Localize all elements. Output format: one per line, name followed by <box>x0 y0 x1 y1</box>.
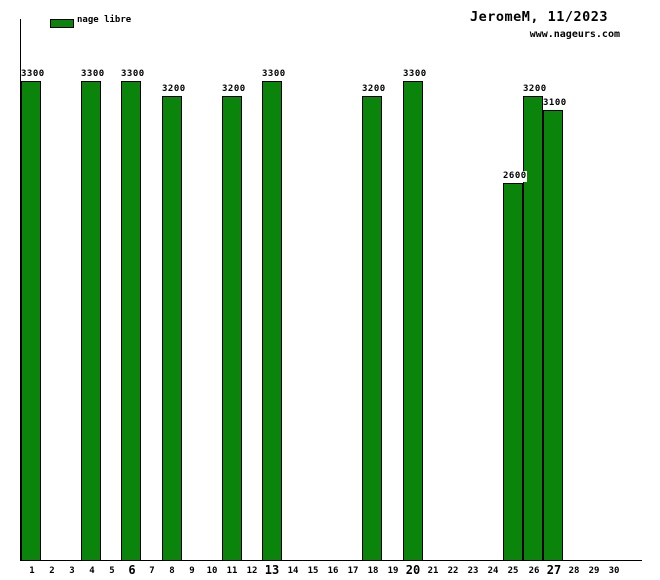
bar-value-label-day-1: 3300 <box>21 69 45 80</box>
legend-label: nage libre <box>77 15 132 25</box>
x-tick-label-20: 20 <box>405 563 421 577</box>
x-tick-label-25: 25 <box>507 566 519 576</box>
x-tick-label-19: 19 <box>387 566 399 576</box>
bar-day-13 <box>262 81 282 560</box>
x-tick-label-14: 14 <box>287 566 299 576</box>
x-tick-label-21: 21 <box>427 566 439 576</box>
x-tick-label-16: 16 <box>327 566 339 576</box>
x-tick-label-9: 9 <box>189 566 195 576</box>
x-tick-label-17: 17 <box>347 566 359 576</box>
x-tick-label-26: 26 <box>528 566 540 576</box>
x-tick-label-3: 3 <box>69 566 75 576</box>
bar-day-4 <box>81 81 101 560</box>
bar-value-label-day-4: 3300 <box>81 69 105 80</box>
bar-day-11 <box>222 96 242 560</box>
bar-day-18 <box>362 96 382 560</box>
bar-day-25 <box>503 183 523 560</box>
bar-day-20 <box>403 81 423 560</box>
bar-day-1 <box>21 81 41 560</box>
x-tick-label-1: 1 <box>29 566 35 576</box>
legend-color-swatch <box>50 19 74 28</box>
x-tick-label-13: 13 <box>264 563 280 577</box>
x-tick-label-15: 15 <box>307 566 319 576</box>
x-axis-line <box>20 560 642 561</box>
x-tick-label-28: 28 <box>568 566 580 576</box>
x-tick-label-12: 12 <box>246 566 258 576</box>
bar-value-label-day-11: 3200 <box>222 84 246 95</box>
x-tick-label-22: 22 <box>447 566 459 576</box>
x-tick-label-30: 30 <box>608 566 620 576</box>
chart-title: JeromeM, 11/2023 <box>469 9 608 25</box>
bar-value-label-day-27: 3100 <box>543 98 567 109</box>
x-tick-label-8: 8 <box>169 566 175 576</box>
x-tick-label-11: 11 <box>226 566 238 576</box>
bar-value-label-day-20: 3300 <box>403 69 427 80</box>
x-tick-label-18: 18 <box>367 566 379 576</box>
bar-day-8 <box>162 96 182 560</box>
x-tick-label-7: 7 <box>149 566 155 576</box>
x-tick-label-24: 24 <box>487 566 499 576</box>
bar-value-label-day-18: 3200 <box>362 84 386 95</box>
bar-day-27 <box>543 110 563 560</box>
x-tick-label-6: 6 <box>128 563 136 577</box>
y-axis-line <box>20 19 21 560</box>
x-tick-label-2: 2 <box>49 566 55 576</box>
x-tick-label-10: 10 <box>206 566 218 576</box>
x-tick-label-23: 23 <box>467 566 479 576</box>
x-tick-label-4: 4 <box>89 566 95 576</box>
bar-value-label-day-6: 3300 <box>121 69 145 80</box>
bar-value-label-day-26: 3200 <box>523 84 547 95</box>
x-tick-label-5: 5 <box>109 566 115 576</box>
bar-value-label-day-13: 3300 <box>262 69 286 80</box>
bar-value-label-day-8: 3200 <box>162 84 186 95</box>
bar-day-26 <box>523 96 543 560</box>
x-tick-label-29: 29 <box>588 566 600 576</box>
bar-day-6 <box>121 81 141 560</box>
bar-value-label-day-25: 2600 <box>503 171 527 182</box>
x-tick-label-27: 27 <box>546 563 562 577</box>
website-url: www.nageurs.com <box>529 29 620 40</box>
